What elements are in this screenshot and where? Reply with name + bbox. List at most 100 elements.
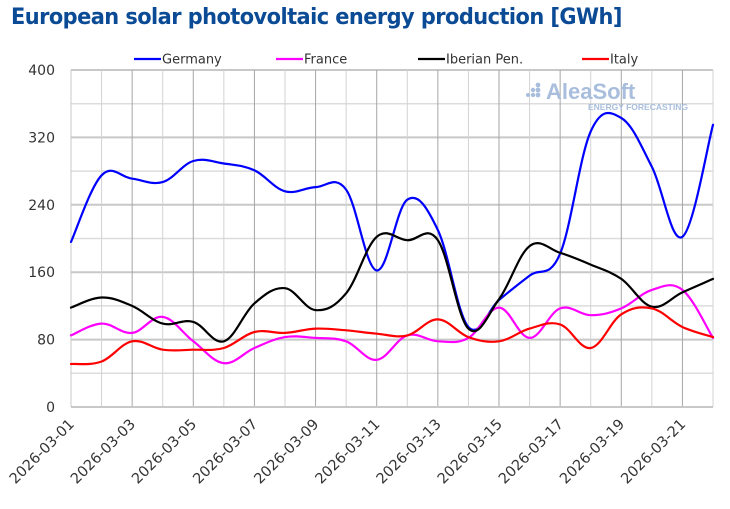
- watermark-dot: [530, 87, 536, 93]
- x-tick-label: 2026-03-15: [435, 417, 506, 488]
- data-point-italy: [192, 349, 194, 351]
- data-point-iberian-pen: [590, 264, 592, 266]
- data-point-iberian-pen: [376, 236, 378, 238]
- y-tick-label: 320: [28, 130, 55, 146]
- data-point-germany: [590, 130, 592, 132]
- legend-label: France: [304, 53, 347, 68]
- legend-item: Italy: [582, 53, 639, 68]
- data-point-germany: [131, 178, 133, 180]
- legend-item: France: [276, 53, 347, 68]
- data-point-iberian-pen: [223, 340, 225, 342]
- series-lines: [69, 111, 715, 366]
- watermark-dot: [526, 93, 530, 97]
- y-tick-label: 80: [37, 333, 55, 349]
- data-point-france: [376, 359, 378, 361]
- data-point-germany: [100, 174, 102, 176]
- watermark-dots-icon: [526, 82, 541, 98]
- aleasoft-watermark: AleaSoft ENERGY FORECASTING: [526, 79, 688, 112]
- data-point-italy: [467, 336, 469, 338]
- data-point-iberian-pen: [681, 291, 683, 293]
- y-axis-ticks: 0 80 160 240 320 400: [28, 63, 55, 416]
- data-point-iberian-pen: [620, 278, 622, 280]
- chart-title: European solar photovoltaic energy produ…: [11, 4, 622, 30]
- data-point-france: [620, 307, 622, 309]
- data-point-italy: [70, 363, 72, 365]
- x-tick-label: 2026-03-07: [190, 417, 261, 488]
- y-tick-label: 160: [28, 265, 55, 281]
- data-point-germany: [406, 199, 408, 201]
- data-point-france: [437, 340, 439, 342]
- data-point-france: [70, 334, 72, 336]
- data-point-germany: [651, 166, 653, 168]
- legend-item: Germany: [134, 53, 222, 68]
- data-point-germany: [192, 160, 194, 162]
- data-point-germany: [376, 269, 378, 271]
- data-point-germany: [345, 189, 347, 191]
- data-point-italy: [681, 326, 683, 328]
- data-point-france: [284, 336, 286, 338]
- data-point-iberian-pen: [100, 296, 102, 298]
- data-point-italy: [131, 340, 133, 342]
- axes: [70, 70, 713, 408]
- legend-item: Iberian Pen.: [418, 53, 523, 68]
- data-point-france: [162, 316, 164, 318]
- x-tick-label: 2026-03-19: [557, 417, 628, 488]
- series-line-france: [69, 284, 715, 365]
- data-point-italy: [651, 307, 653, 309]
- data-point-iberian-pen: [162, 322, 164, 324]
- legend-label: Germany: [162, 53, 222, 68]
- data-point-germany: [712, 124, 714, 126]
- watermark-dot: [535, 92, 541, 98]
- data-point-italy: [284, 332, 286, 334]
- data-point-italy: [590, 347, 592, 349]
- legend-label: Iberian Pen.: [446, 53, 523, 68]
- data-point-italy: [314, 328, 316, 330]
- series-line-germany: [69, 111, 715, 331]
- x-axis-ticks: 2026-03-012026-03-032026-03-052026-03-07…: [7, 417, 689, 488]
- data-point-france: [253, 347, 255, 349]
- watermark-dot: [530, 92, 536, 98]
- data-point-italy: [437, 318, 439, 320]
- data-point-iberian-pen: [528, 245, 530, 247]
- data-point-italy: [620, 313, 622, 315]
- data-point-germany: [620, 117, 622, 119]
- data-point-iberian-pen: [559, 252, 561, 254]
- y-tick-label: 400: [28, 63, 55, 79]
- data-point-france: [651, 289, 653, 291]
- legend: Germany France Iberian Pen. Italy: [134, 53, 639, 68]
- data-point-france: [131, 332, 133, 334]
- data-point-iberian-pen: [70, 306, 72, 308]
- data-point-italy: [376, 333, 378, 335]
- data-point-germany: [437, 229, 439, 231]
- data-point-iberian-pen: [437, 239, 439, 241]
- data-point-germany: [314, 186, 316, 188]
- data-point-germany: [284, 190, 286, 192]
- data-point-germany: [253, 169, 255, 171]
- data-point-france: [590, 314, 592, 316]
- data-point-italy: [406, 334, 408, 336]
- data-point-italy: [223, 347, 225, 349]
- data-point-france: [559, 307, 561, 309]
- series-line-iberian-pen: [69, 232, 715, 343]
- y-tick-label: 0: [46, 400, 55, 416]
- data-point-france: [681, 289, 683, 291]
- data-point-iberian-pen: [467, 328, 469, 330]
- data-point-france: [100, 322, 102, 324]
- data-point-germany: [681, 236, 683, 238]
- x-tick-label: 2026-03-17: [496, 417, 567, 488]
- data-point-france: [192, 340, 194, 342]
- data-point-germany: [70, 241, 72, 243]
- x-tick-label: 2026-03-21: [618, 417, 689, 488]
- data-point-italy: [162, 349, 164, 351]
- data-point-italy: [712, 336, 714, 338]
- x-tick-label: 2026-03-11: [313, 417, 384, 488]
- data-point-iberian-pen: [712, 278, 714, 280]
- data-point-italy: [498, 340, 500, 342]
- data-point-germany: [223, 162, 225, 164]
- data-point-iberian-pen: [131, 305, 133, 307]
- x-tick-label: 2026-03-09: [251, 417, 322, 488]
- data-point-germany: [162, 181, 164, 183]
- data-point-iberian-pen: [314, 309, 316, 311]
- watermark-sub-text: ENERGY FORECASTING: [588, 102, 688, 112]
